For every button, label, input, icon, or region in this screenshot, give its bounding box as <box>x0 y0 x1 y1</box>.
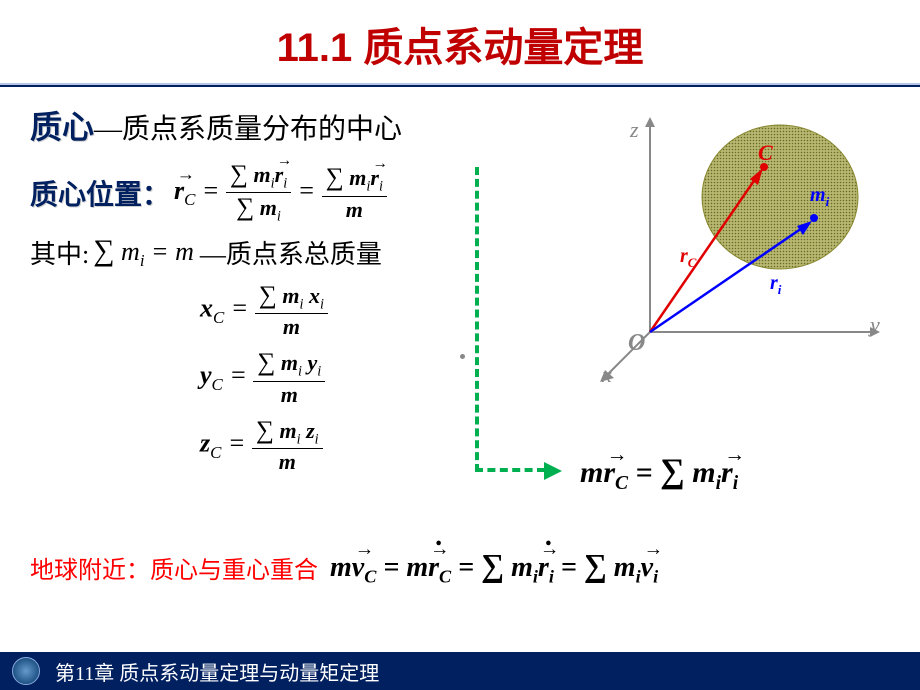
sum-mi-formula: ∑ mi = m <box>93 234 194 271</box>
earth-note: 地球附近：质心与重心重合 <box>30 550 318 585</box>
footer-text: 第11章 质点系动量定理与动量矩定理 <box>55 657 379 686</box>
axis-z-label: z <box>630 117 639 143</box>
def-desc: 质点系质量分布的中心 <box>122 114 402 145</box>
axis-x-label: x <box>602 362 612 388</box>
slide-title: 11.1 质点系动量定理 <box>0 0 920 83</box>
def-dash: — <box>94 114 122 145</box>
total-mass-desc: —质点系总质量 <box>200 234 382 271</box>
axis-y-label: y <box>870 312 880 338</box>
yc-formula: yC = ∑ mi yi m <box>200 348 325 407</box>
center-dot <box>460 354 465 359</box>
footer-bar: 第11章 质点系动量定理与动量矩定理 <box>0 652 920 690</box>
position-label: 质心位置： <box>30 173 170 213</box>
term-qixin: 质心 <box>30 109 94 145</box>
origin-label: O <box>628 330 645 357</box>
rc-formula: rC = ∑ miri ∑ mi = ∑ miri m <box>174 160 387 226</box>
where-label: 其中: <box>30 234 89 271</box>
green-arrow-head <box>544 462 562 480</box>
xc-formula: xC = ∑ mi xi m <box>200 281 328 340</box>
bottom-row: 地球附近：质心与重心重合 mvC = mrC = ∑ miri = ∑ mivi <box>30 547 658 588</box>
green-arrow-path <box>475 167 545 472</box>
footer-icon <box>12 657 40 685</box>
point-mi-label: mi <box>810 184 829 210</box>
coordinate-diagram: z y x O C mi rC ri <box>590 112 890 392</box>
zc-formula: zC = ∑ mi zi m <box>200 416 323 475</box>
result-equation-2: mvC = mrC = ∑ miri = ∑ mivi <box>330 547 658 588</box>
vec-rc-label: rC <box>680 245 696 271</box>
content-area: 质心—质点系质量分布的中心 质心位置： rC = ∑ miri ∑ mi = ∑… <box>0 87 920 647</box>
point-c-label: C <box>758 140 773 166</box>
result-equation-1: mrC = ∑ miri <box>580 452 738 495</box>
vec-ri-label: ri <box>770 272 781 298</box>
